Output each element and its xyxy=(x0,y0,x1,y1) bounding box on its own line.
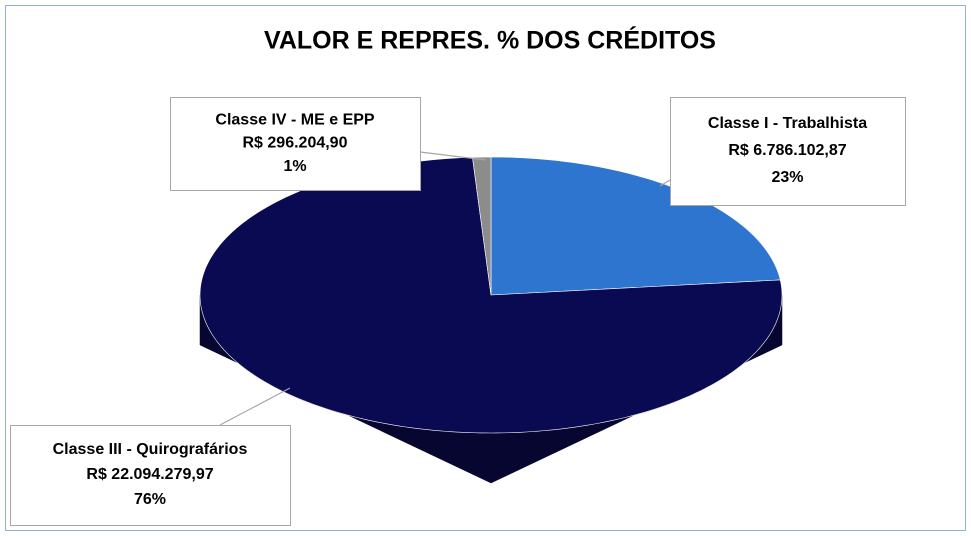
leader-line xyxy=(419,151,487,161)
slice xyxy=(199,156,783,434)
label-box xyxy=(170,97,421,191)
label-box xyxy=(10,425,291,526)
slice-value-label: R$ 6.786.102,87 xyxy=(728,142,846,159)
label-box xyxy=(670,97,906,206)
slice-percentage-label: 23% xyxy=(771,169,803,186)
slice-category: Classe III - Quirografários xyxy=(53,441,248,458)
slice-value-label: R$ 296.204,90 xyxy=(243,135,348,152)
slice-percentage-label: 76% xyxy=(134,491,166,508)
chart-title: VALOR E REPRES. % DOS CRÉDITOS xyxy=(264,26,716,55)
slice-category: Classe IV - ME e EPP xyxy=(215,111,375,128)
leader-line xyxy=(219,387,291,426)
leader-line xyxy=(659,179,671,187)
slice xyxy=(472,156,492,296)
slice-category: Classe I - Trabalhista xyxy=(708,115,867,132)
slice-value-label: R$ 22.094.279,97 xyxy=(86,466,213,483)
slice-percentage-label: 1% xyxy=(283,158,306,175)
